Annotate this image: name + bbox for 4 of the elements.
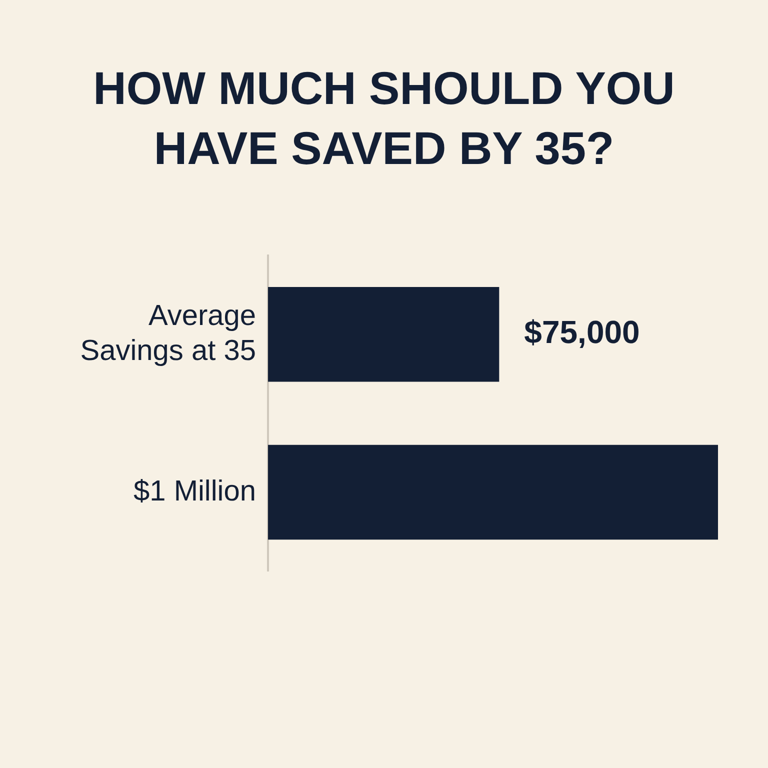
y-tick-label: Average Savings at 35 — [80, 300, 256, 367]
y-tick-label: $1 Million — [134, 475, 256, 508]
data-label: $75,000 — [524, 314, 640, 350]
chart-title: HOW MUCH SHOULD YOU HAVE SAVED BY 35? — [92, 61, 676, 176]
